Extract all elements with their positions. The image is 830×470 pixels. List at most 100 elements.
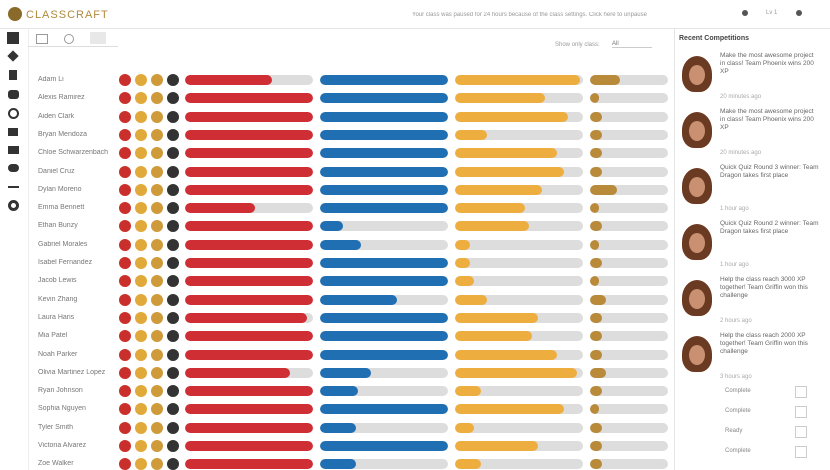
hp-bar bbox=[185, 185, 313, 195]
competition[interactable]: Quick Quiz Round 3 winner: Team Dragon t… bbox=[680, 164, 825, 220]
student-row[interactable]: Ryan Johnson bbox=[28, 382, 673, 400]
nav-icon[interactable] bbox=[8, 164, 19, 172]
stat-icon bbox=[167, 385, 179, 397]
student-row[interactable]: Sophia Nguyen bbox=[28, 400, 673, 418]
student-row[interactable]: Daniel Cruz bbox=[28, 163, 673, 181]
student-row[interactable]: Kevin Zhang bbox=[28, 291, 673, 309]
student-row[interactable]: Laura Haris bbox=[28, 309, 673, 327]
hp-bar bbox=[185, 93, 313, 103]
student-row[interactable]: Chloe Schwarzenbach bbox=[28, 144, 673, 162]
ap-track bbox=[455, 386, 583, 396]
hp-track bbox=[185, 258, 313, 268]
stat-icon bbox=[167, 220, 179, 232]
notif-icon[interactable] bbox=[742, 10, 748, 16]
stat-icon bbox=[151, 111, 163, 123]
hp-track bbox=[185, 368, 313, 378]
student-row[interactable]: Gabriel Morales bbox=[28, 236, 673, 254]
ap-track bbox=[455, 221, 583, 231]
student-name: Gabriel Morales bbox=[38, 241, 118, 248]
gp-track bbox=[590, 148, 668, 158]
filter-label: Show only class: bbox=[555, 42, 600, 48]
status-box[interactable] bbox=[795, 406, 807, 418]
hp-bar bbox=[185, 221, 313, 231]
gp-bar bbox=[590, 459, 602, 469]
student-row[interactable]: Bryan Mendoza bbox=[28, 126, 673, 144]
xp-bar bbox=[320, 331, 448, 341]
competition[interactable]: Quick Quiz Round 2 winner: Team Dragon t… bbox=[680, 220, 825, 276]
student-row[interactable]: Mia Patel bbox=[28, 327, 673, 345]
level: Lv 1 bbox=[766, 10, 777, 16]
ap-track bbox=[455, 203, 583, 213]
competition[interactable]: Help the class reach 3000 XP together! T… bbox=[680, 276, 825, 332]
gp-bar bbox=[590, 313, 602, 323]
status-box[interactable] bbox=[795, 426, 807, 438]
xp-track bbox=[320, 167, 448, 177]
status-box[interactable] bbox=[795, 446, 807, 458]
gp-bar bbox=[590, 295, 606, 305]
stat-icon bbox=[135, 92, 147, 104]
student-name: Ethan Bunzy bbox=[38, 222, 118, 229]
student-row[interactable]: Noah Parker bbox=[28, 346, 673, 364]
menu-icon[interactable] bbox=[796, 10, 802, 16]
ap-bar bbox=[455, 112, 568, 122]
student-row[interactable]: Emma Bennett bbox=[28, 199, 673, 217]
stat-icon bbox=[167, 202, 179, 214]
nav-icon[interactable] bbox=[7, 32, 19, 44]
stat-icon bbox=[135, 294, 147, 306]
hp-bar bbox=[185, 276, 313, 286]
student-name: Kevin Zhang bbox=[38, 296, 118, 303]
nav-icon[interactable] bbox=[8, 108, 19, 119]
stat-icon bbox=[167, 403, 179, 415]
student-row[interactable]: Zoe Walker bbox=[28, 455, 673, 470]
competition[interactable]: Make the most awesome project in class! … bbox=[680, 108, 825, 164]
xp-bar bbox=[320, 350, 448, 360]
student-name: Tyler Smith bbox=[38, 424, 118, 431]
student-row[interactable]: Alexis Ramirez bbox=[28, 89, 673, 107]
status: Ready bbox=[725, 428, 742, 434]
student-row[interactable]: Victoria Alvarez bbox=[28, 437, 673, 455]
competition[interactable]: Help the class reach 2000 XP together! T… bbox=[680, 332, 825, 388]
student-row[interactable]: Jacob Lewis bbox=[28, 272, 673, 290]
tab[interactable] bbox=[36, 34, 48, 44]
status-box[interactable] bbox=[795, 386, 807, 398]
student-row[interactable]: Dylan Moreno bbox=[28, 181, 673, 199]
xp-track bbox=[320, 295, 448, 305]
hp-bar bbox=[185, 240, 313, 250]
xp-track bbox=[320, 240, 448, 250]
stat-icon bbox=[135, 422, 147, 434]
student-row[interactable]: Aiden Clark bbox=[28, 108, 673, 126]
stat-icon bbox=[135, 403, 147, 415]
tab-active[interactable] bbox=[90, 32, 106, 44]
hp-bar bbox=[185, 203, 255, 213]
stat-icon bbox=[167, 257, 179, 269]
stat-icon bbox=[151, 147, 163, 159]
student-row[interactable]: Adam Li bbox=[28, 71, 673, 89]
filter-select[interactable]: All bbox=[612, 41, 652, 48]
nav-icon[interactable] bbox=[8, 90, 19, 99]
competition[interactable]: Make the most awesome project in class! … bbox=[680, 52, 825, 108]
nav-icon[interactable] bbox=[8, 128, 18, 136]
student-row[interactable]: Ethan Bunzy bbox=[28, 217, 673, 235]
student-row[interactable]: Isabel Fernandez bbox=[28, 254, 673, 272]
student-name: Sophia Nguyen bbox=[38, 405, 118, 412]
stat-icon bbox=[135, 184, 147, 196]
gp-bar bbox=[590, 148, 602, 158]
nav-icon[interactable] bbox=[8, 146, 19, 154]
tab[interactable] bbox=[64, 34, 74, 44]
nav-icon[interactable] bbox=[8, 182, 19, 188]
student-name: Olivia Martinez Lopez bbox=[38, 369, 118, 376]
nav-icon[interactable] bbox=[8, 200, 19, 211]
competition-time: 1 hour ago bbox=[720, 206, 749, 212]
ap-bar bbox=[455, 331, 532, 341]
nav-icon[interactable] bbox=[9, 70, 17, 80]
notice[interactable]: Your class was paused for 24 hours becau… bbox=[412, 12, 732, 18]
student-row[interactable]: Tyler Smith bbox=[28, 419, 673, 437]
xp-track bbox=[320, 130, 448, 140]
gp-bar bbox=[590, 203, 599, 213]
student-name: Emma Bennett bbox=[38, 204, 118, 211]
nav-icon[interactable] bbox=[7, 50, 18, 61]
student-row[interactable]: Olivia Martinez Lopez bbox=[28, 364, 673, 382]
top-bar: CLASSCRAFT Your class was paused for 24 … bbox=[0, 0, 830, 29]
stat-icon bbox=[151, 349, 163, 361]
xp-bar bbox=[320, 112, 448, 122]
